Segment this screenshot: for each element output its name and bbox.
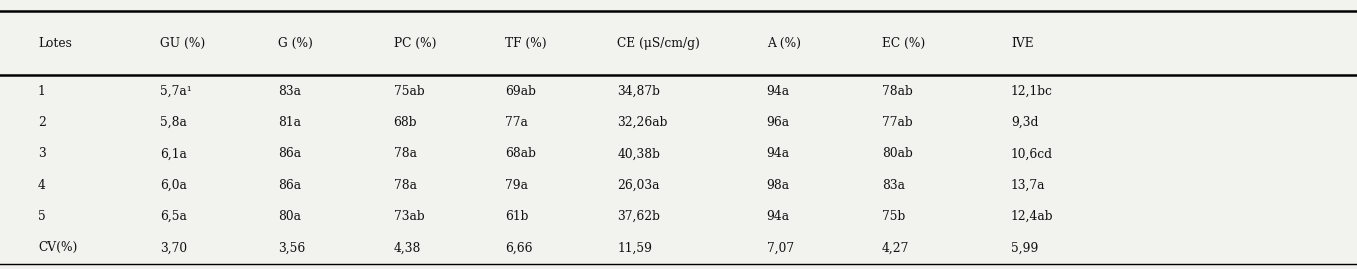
Text: 11,59: 11,59 [617,242,653,254]
Text: 6,66: 6,66 [505,242,532,254]
Text: 26,03a: 26,03a [617,179,660,192]
Text: 94a: 94a [767,84,790,97]
Text: 6,0a: 6,0a [160,179,187,192]
Text: 5,8a: 5,8a [160,116,187,129]
Text: PC (%): PC (%) [394,37,436,49]
Text: 3,70: 3,70 [160,242,187,254]
Text: 2: 2 [38,116,46,129]
Text: TF (%): TF (%) [505,37,547,49]
Text: CE (μS/cm/g): CE (μS/cm/g) [617,37,700,49]
Text: 78ab: 78ab [882,84,913,97]
Text: 61b: 61b [505,210,528,223]
Text: 98a: 98a [767,179,790,192]
Text: A (%): A (%) [767,37,801,49]
Text: 13,7a: 13,7a [1011,179,1045,192]
Text: 80a: 80a [278,210,301,223]
Text: 3: 3 [38,147,46,160]
Text: 83a: 83a [882,179,905,192]
Text: 79a: 79a [505,179,528,192]
Text: 4,38: 4,38 [394,242,421,254]
Text: 5,7a¹: 5,7a¹ [160,84,191,97]
Text: 4,27: 4,27 [882,242,909,254]
Text: 77ab: 77ab [882,116,913,129]
Text: 83a: 83a [278,84,301,97]
Text: 75b: 75b [882,210,905,223]
Text: 78a: 78a [394,179,417,192]
Text: IVE: IVE [1011,37,1034,49]
Text: 12,1bc: 12,1bc [1011,84,1053,97]
Text: G (%): G (%) [278,37,313,49]
Text: CV(%): CV(%) [38,242,77,254]
Text: 78a: 78a [394,147,417,160]
Text: 6,1a: 6,1a [160,147,187,160]
Text: 3,56: 3,56 [278,242,305,254]
Text: 4: 4 [38,179,46,192]
Text: 34,87b: 34,87b [617,84,661,97]
Text: 96a: 96a [767,116,790,129]
Text: 86a: 86a [278,147,301,160]
Text: Lotes: Lotes [38,37,72,49]
Text: 94a: 94a [767,147,790,160]
Text: 12,4ab: 12,4ab [1011,210,1053,223]
Text: 9,3d: 9,3d [1011,116,1038,129]
Text: 68b: 68b [394,116,417,129]
Text: 6,5a: 6,5a [160,210,187,223]
Text: 94a: 94a [767,210,790,223]
Text: 5: 5 [38,210,46,223]
Text: 75ab: 75ab [394,84,425,97]
Text: 68ab: 68ab [505,147,536,160]
Text: 40,38b: 40,38b [617,147,661,160]
Text: 10,6cd: 10,6cd [1011,147,1053,160]
Text: 32,26ab: 32,26ab [617,116,668,129]
Text: 73ab: 73ab [394,210,425,223]
Text: 37,62b: 37,62b [617,210,661,223]
Text: GU (%): GU (%) [160,37,205,49]
Text: 86a: 86a [278,179,301,192]
Text: 81a: 81a [278,116,301,129]
Text: 80ab: 80ab [882,147,913,160]
Text: 1: 1 [38,84,46,97]
Text: 5,99: 5,99 [1011,242,1038,254]
Text: 69ab: 69ab [505,84,536,97]
Text: 77a: 77a [505,116,528,129]
Text: EC (%): EC (%) [882,37,925,49]
Text: 7,07: 7,07 [767,242,794,254]
